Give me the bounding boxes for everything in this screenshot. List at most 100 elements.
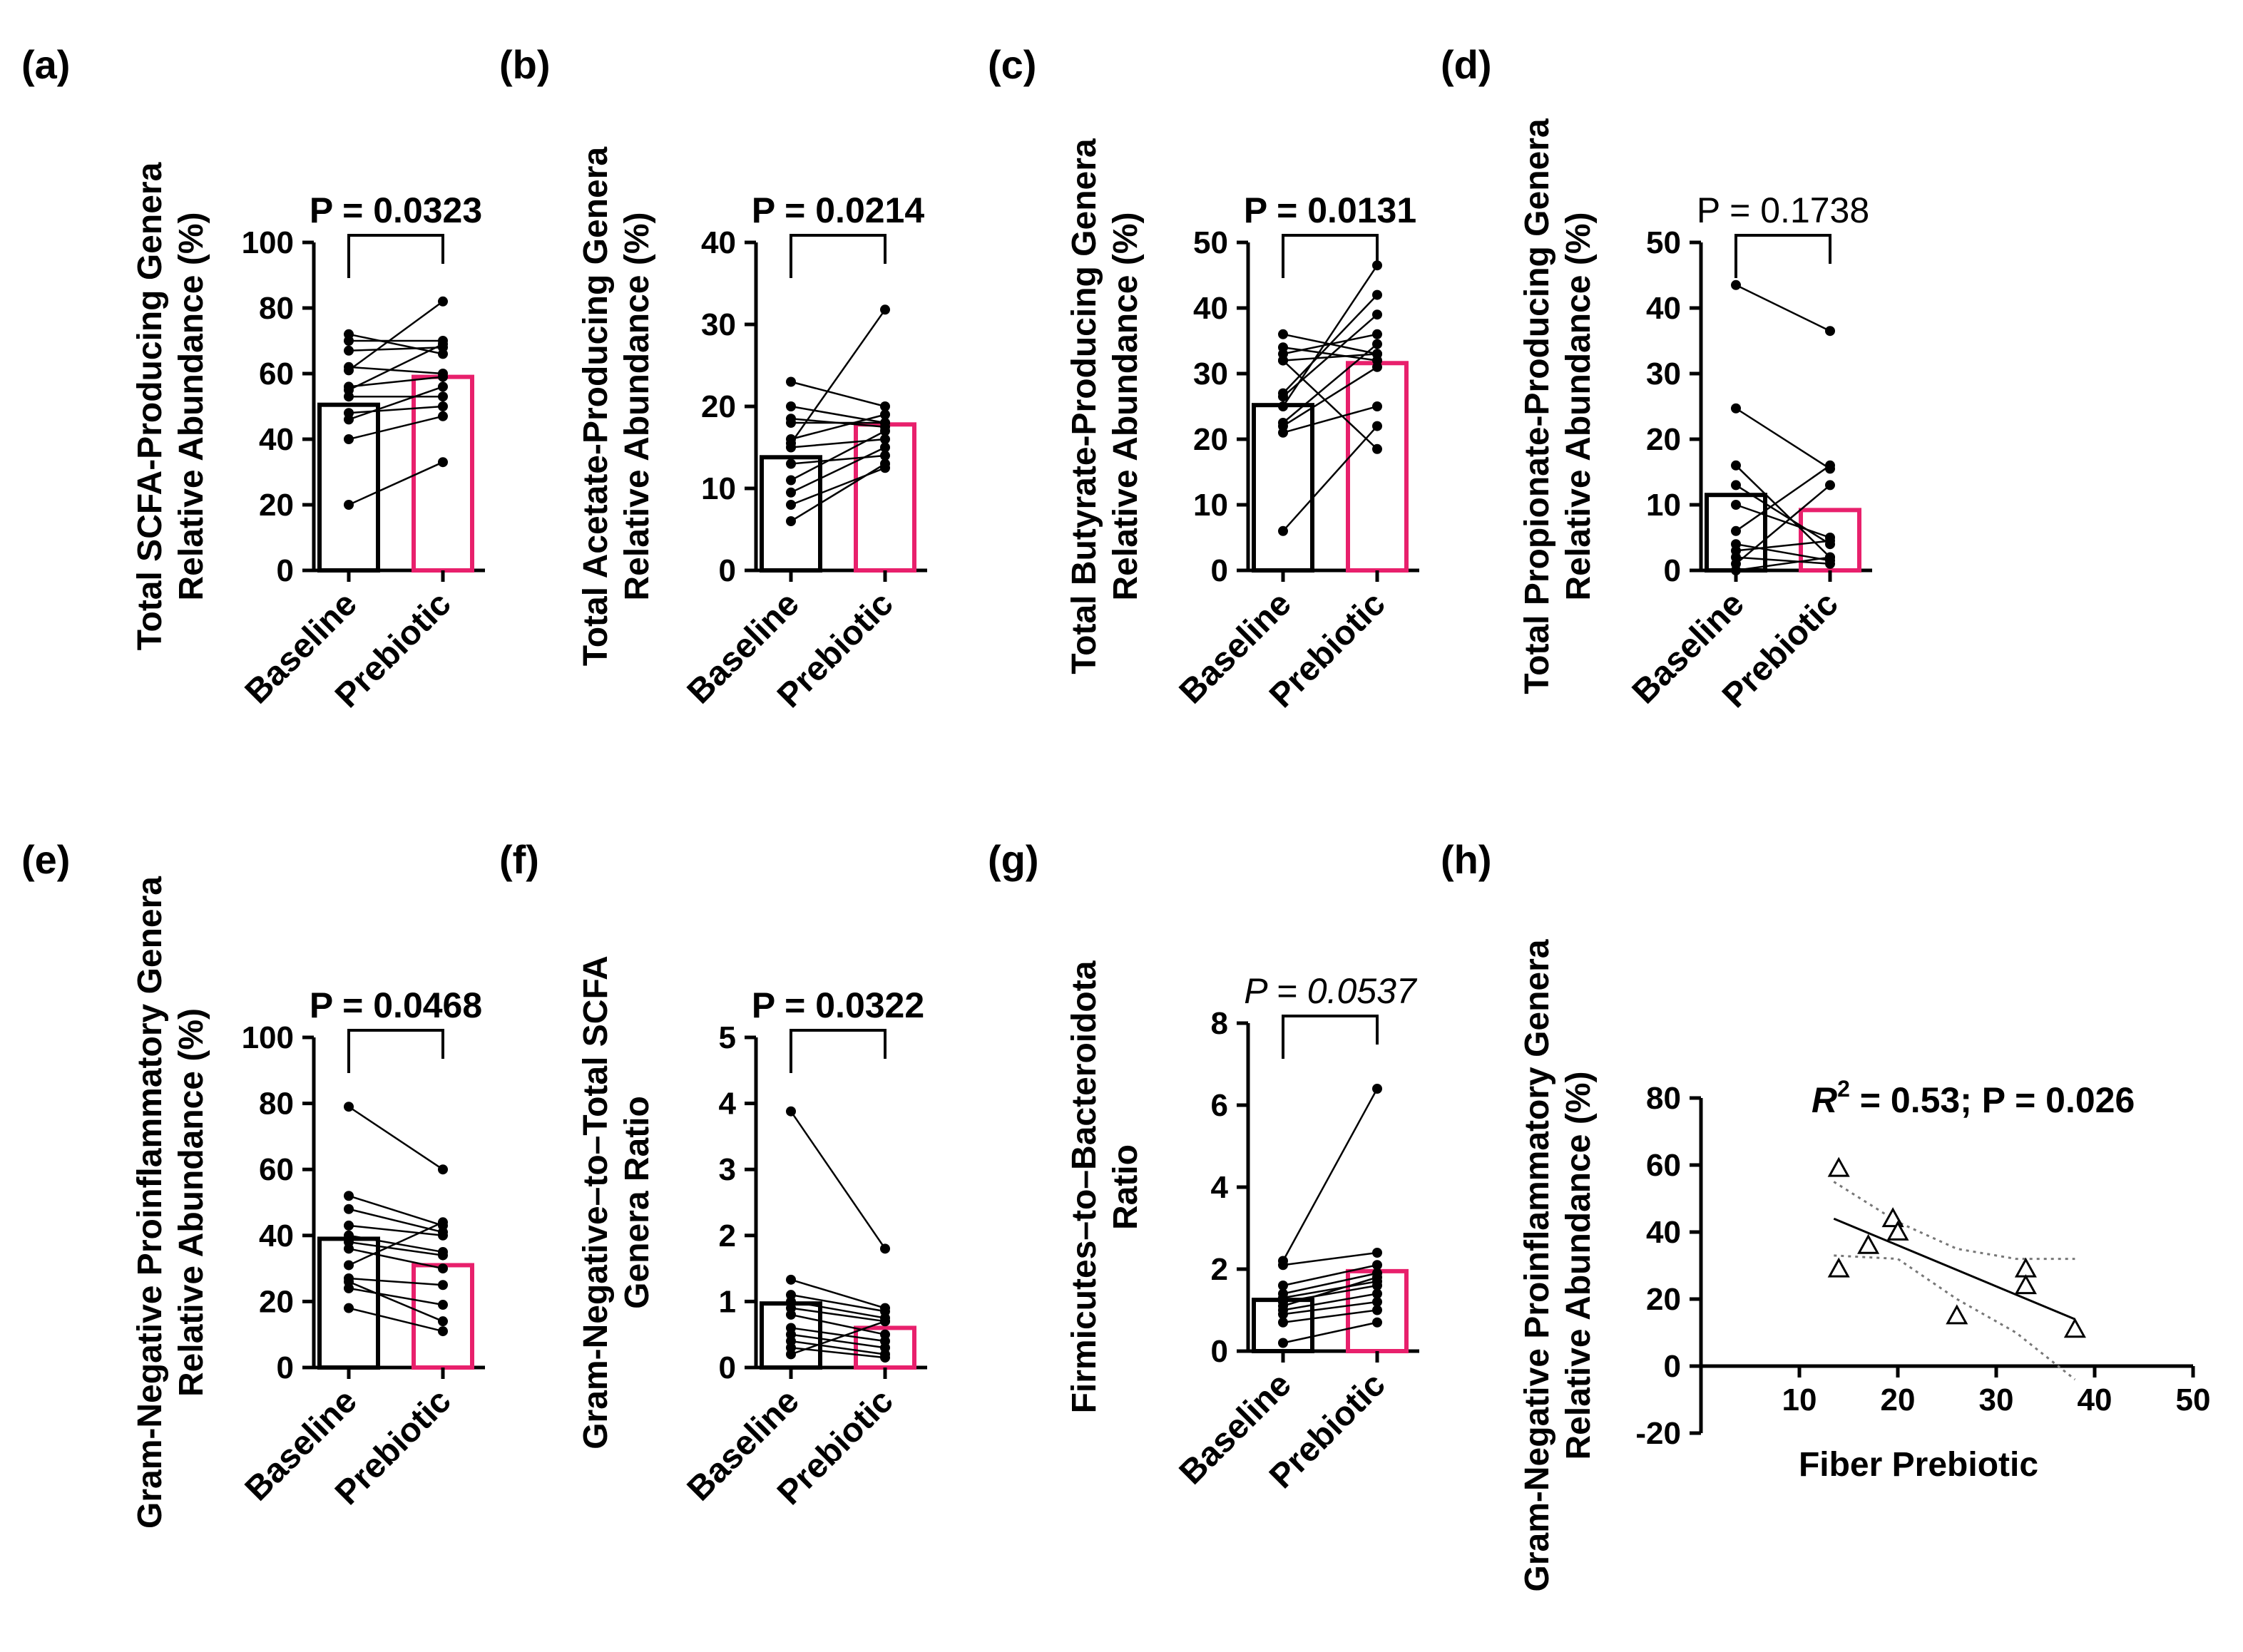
pair-line: [1282, 346, 1378, 361]
data-point: [880, 409, 890, 420]
pair-line: [1282, 366, 1378, 427]
panel-h: (h)Gram-Negative Proinflammatory Genera R…: [1441, 837, 2210, 1591]
y-tick-label: 20: [259, 488, 294, 523]
y-tick-label: 3: [719, 1152, 736, 1187]
regression-annotation: R2 = 0.53; P = 0.026: [1812, 1076, 2135, 1120]
r-exponent: 2: [1837, 1076, 1850, 1102]
y-tick-label: 80: [1646, 1081, 1681, 1116]
pair-line: [1735, 284, 1831, 332]
data-point: [1372, 1288, 1382, 1299]
data-point: [1372, 1272, 1382, 1283]
pair-line: [790, 1320, 886, 1355]
data-point: [438, 1263, 448, 1274]
data-point: [1278, 1317, 1288, 1328]
y-tick-label: -20: [1635, 1416, 1681, 1451]
data-point: [786, 401, 796, 411]
pair-line: [1282, 1251, 1378, 1266]
pair-line: [790, 309, 887, 444]
panel-d: (d) Total Propionate-Producing Genera Rela…: [1441, 42, 1872, 715]
pair-line: [1282, 1276, 1378, 1307]
data-point: [1372, 1317, 1382, 1328]
y-tick-label: 0: [1664, 553, 1681, 588]
pair-line: [348, 333, 444, 355]
y-tick-label: 1: [719, 1284, 736, 1319]
data-point: [1372, 1297, 1382, 1307]
data-point: [880, 401, 890, 411]
data-point: [880, 434, 890, 444]
data-point: [1278, 1309, 1288, 1320]
data-point: [344, 1303, 354, 1313]
pair-line: [790, 463, 886, 523]
data-point: [344, 1102, 354, 1112]
y-tick-label: 40: [259, 422, 294, 457]
data-point: [438, 339, 448, 349]
pair-line: [790, 381, 886, 408]
x-tick-label: 20: [1881, 1382, 1916, 1417]
y-tick-label: 30: [701, 307, 736, 342]
data-point: [438, 296, 448, 307]
data-point: [1825, 326, 1835, 337]
data-point: [344, 365, 354, 376]
pair-line: [1282, 1281, 1378, 1299]
data-point: [1731, 565, 1741, 575]
data-point: [880, 1353, 890, 1363]
data-point: [438, 411, 448, 421]
pair-line: [790, 1307, 886, 1323]
y-tick-label: 8: [1211, 1006, 1228, 1041]
y-tick-label: 50: [1193, 225, 1228, 260]
pair-line: [348, 405, 444, 414]
data-point: [344, 345, 354, 356]
p-value: P = 0.1738: [1697, 190, 1869, 230]
pair-line: [348, 386, 444, 421]
pair-line: [790, 446, 886, 493]
data-point: [344, 385, 354, 395]
significance-bracket: [1734, 234, 1831, 278]
pair-line: [790, 430, 886, 481]
pair-line: [1735, 503, 1831, 539]
data-point: [1278, 391, 1288, 402]
pair-line: [790, 438, 886, 448]
y-tick-label: 40: [259, 1219, 294, 1253]
panel-label: (f): [499, 837, 539, 882]
p-value: P = 0.0322: [752, 985, 924, 1025]
significance-bracket: [347, 234, 444, 278]
y-axis-label: Relative Abundance (%): [173, 1008, 210, 1397]
data-point: [1825, 552, 1835, 563]
data-point: [786, 1349, 796, 1360]
data-point: [1372, 1305, 1382, 1315]
y-tick-label: 0: [277, 553, 294, 588]
significance-bracket: [1282, 1015, 1379, 1059]
pair-line: [1282, 343, 1378, 424]
pair-line: [348, 1195, 444, 1227]
pair-line: [348, 1208, 444, 1233]
panel-label: (d): [1441, 42, 1492, 87]
p-value: P = 0.0468: [310, 985, 482, 1025]
data-point: [1857, 1233, 1880, 1254]
regression-line: [1833, 1217, 2075, 1320]
y-tick-label: 0: [277, 1350, 294, 1385]
data-point: [2063, 1318, 2086, 1338]
significance-bracket: [1282, 234, 1379, 278]
y-axis-label: Relative Abundance (%): [1560, 212, 1598, 601]
y-axis-label: Gram-Negative Proinflammatory Genera: [131, 876, 169, 1529]
data-point: [438, 1217, 448, 1228]
data-point: [1372, 1084, 1382, 1094]
pair-line: [790, 1111, 887, 1250]
y-tick-label: 2: [1211, 1252, 1228, 1287]
data-point: [1825, 480, 1835, 491]
data-point: [786, 1106, 796, 1117]
bar-baseline: [317, 402, 380, 573]
y-tick-label: 0: [719, 553, 736, 588]
y-tick-label: 40: [1646, 1215, 1681, 1250]
pair-line: [790, 1333, 886, 1349]
pair-line: [348, 1248, 444, 1270]
data-point: [1372, 443, 1382, 454]
pair-line: [348, 366, 444, 375]
y-tick-label: 20: [1646, 1282, 1681, 1317]
data-point: [1372, 1260, 1382, 1271]
pair-line: [348, 376, 444, 388]
data-point: [1372, 1248, 1382, 1258]
significance-bracket: [790, 234, 887, 278]
p-value: P = 0.0537: [1244, 971, 1418, 1011]
